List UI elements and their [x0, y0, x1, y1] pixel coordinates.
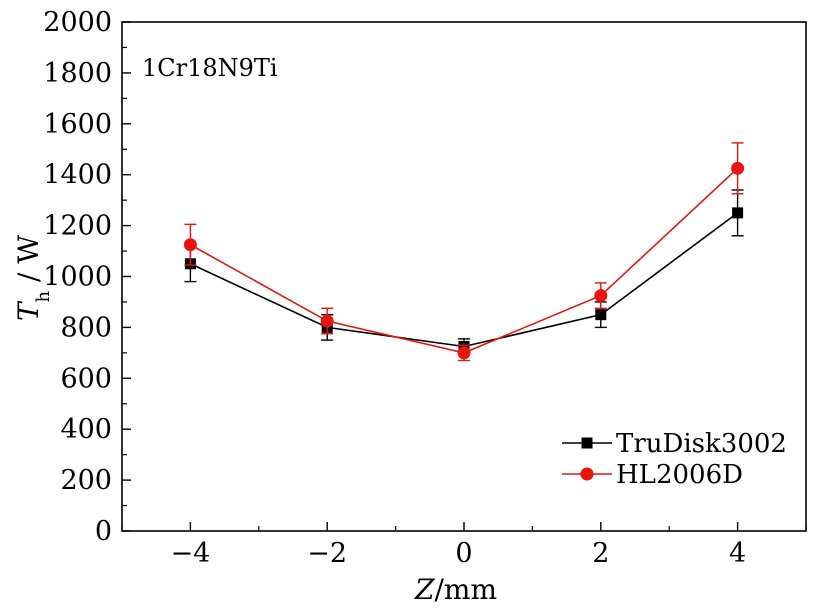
x-tick-label: 2: [592, 538, 609, 569]
y-tick-label: 1600: [43, 109, 112, 140]
y-tick-label: 200: [60, 465, 112, 496]
data-point-hl2006d: [183, 238, 197, 252]
y-axis-title-unit: / W: [12, 235, 45, 291]
series-line-trudisk3002: [190, 212, 739, 348]
data-point-trudisk3002: [595, 309, 607, 321]
x-axis-title-variable: Z: [414, 573, 435, 606]
data-point-hl2006d: [457, 346, 471, 360]
y-tick-label: 400: [60, 414, 112, 445]
legend-entry-trudisk3002: TruDisk3002: [562, 429, 787, 459]
legend-label-hl2006d: HL2006D: [616, 460, 743, 490]
legend-entry-hl2006d: HL2006D: [562, 460, 743, 490]
y-tick-label: 600: [60, 363, 112, 394]
series-trudisk3002: [184, 189, 744, 355]
x-tick-label: −4: [170, 538, 210, 569]
tick-labels: 0 200 400 600 800 1000 1200 1400 1600 1800 2000 −4 −…: [43, 7, 746, 569]
material-annotation: 1Cr18N9Ti: [142, 54, 278, 82]
y-axis-title: Th / W: [12, 235, 54, 322]
data-point-trudisk3002: [732, 207, 744, 219]
data-point-hl2006d: [594, 289, 608, 303]
series-hl2006d: [183, 142, 745, 362]
y-tick-label: 1200: [43, 211, 112, 242]
series-layer: [183, 142, 745, 362]
y-axis-title-variable: T: [12, 300, 45, 321]
y-tick-label: 800: [60, 312, 112, 343]
y-tick-label: 1000: [43, 262, 112, 293]
series-line-hl2006d: [190, 167, 739, 354]
x-axis-title-unit: /mm: [434, 573, 497, 606]
x-axis-title: Z/mm: [414, 573, 497, 606]
y-tick-label: 0: [95, 516, 112, 547]
axis-ticks: [121, 21, 807, 532]
legend-marker-hl2006d: [580, 467, 594, 481]
data-point-hl2006d: [320, 314, 334, 328]
legend-label-trudisk3002: TruDisk3002: [616, 429, 787, 459]
y-tick-label: 1800: [43, 58, 112, 89]
x-tick-label: 4: [729, 538, 746, 569]
x-tick-label: −2: [307, 538, 347, 569]
x-tick-label: 0: [455, 538, 472, 569]
y-axis-title-subscript: h: [33, 290, 54, 302]
legend-marker-trudisk3002: [581, 437, 593, 449]
legend: TruDisk3002 HL2006D: [562, 429, 787, 490]
y-tick-label: 1400: [43, 160, 112, 191]
data-point-hl2006d: [731, 161, 745, 175]
y-tick-label: 2000: [43, 7, 112, 38]
